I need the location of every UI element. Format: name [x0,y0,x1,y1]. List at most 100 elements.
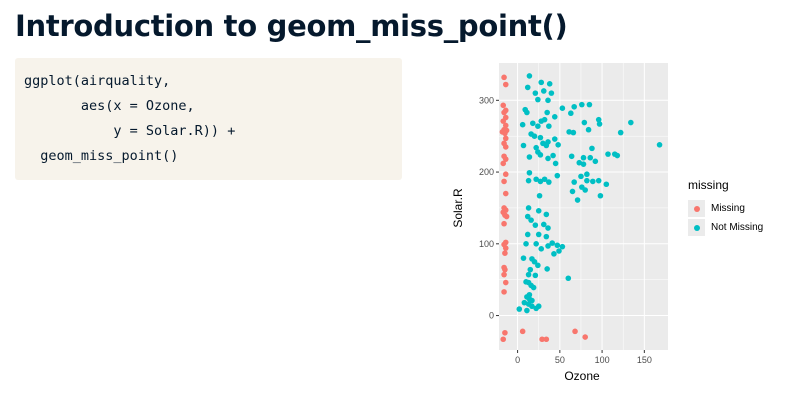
data-point-not-missing [543,142,550,149]
x-tick-label: 100 [595,355,610,365]
data-point-not-missing [535,262,541,269]
data-point-not-missing [554,242,561,249]
data-point-missing [501,271,507,278]
data-point-not-missing [546,81,553,87]
data-point-not-missing [568,110,574,117]
y-tick-label: 200 [479,167,494,177]
data-point-missing [539,336,545,343]
data-point-not-missing [538,118,545,124]
data-point-not-missing [540,221,547,228]
data-point-not-missing [535,231,542,238]
data-point-not-missing [546,123,552,129]
data-point-missing [502,266,508,273]
legend-dot [693,205,700,212]
data-point-not-missing [528,217,534,223]
data-point-not-missing [533,241,539,247]
legend-dot [693,224,700,231]
code-block: ggplot(airquality, aes(x = Ozone, y = So… [15,58,402,180]
legend-key [688,219,705,236]
data-point-not-missing [524,213,531,220]
data-point-missing [519,328,526,335]
y-tick-label: 300 [479,95,494,105]
data-point-missing [502,130,508,137]
data-point-missing [501,289,507,295]
legend-title: missing [688,178,729,192]
legend-item-missing: Missing [688,199,763,218]
y-tick-label: 100 [479,239,494,249]
data-point-not-missing [552,160,559,167]
data-point-not-missing [525,205,532,211]
data-point-not-missing [569,188,576,195]
data-point-missing [543,336,550,343]
data-point-not-missing [565,275,572,282]
data-point-not-missing [530,284,537,291]
data-point-not-missing [532,222,539,228]
data-point-not-missing [541,176,548,183]
data-point-not-missing [524,84,531,91]
data-point-not-missing [536,192,543,199]
data-point-not-missing [545,97,551,104]
data-point-not-missing [596,121,603,127]
data-point-not-missing [544,109,550,116]
data-point-not-missing [538,79,545,86]
data-point-not-missing [581,119,588,126]
data-point-not-missing [603,181,610,188]
y-tick-label: 0 [489,311,494,321]
code-line: ggplot(airquality, [24,73,171,89]
data-point-not-missing [595,177,602,184]
data-point-not-missing [551,136,558,142]
data-point-not-missing [538,246,545,252]
data-point-missing [502,190,509,197]
data-point-not-missing [605,151,611,157]
data-point-not-missing [533,144,539,151]
data-point-missing [501,74,507,81]
data-point-not-missing [580,154,587,161]
data-point-not-missing [526,169,533,176]
code-line: aes(x = Ozone, [24,98,195,114]
data-point-missing [501,220,507,227]
data-point-not-missing [530,120,536,127]
data-point-not-missing [559,243,566,250]
data-point-missing [502,245,509,251]
data-point-not-missing [543,233,550,240]
data-point-not-missing [571,179,577,185]
data-point-not-missing [531,133,538,139]
data-point-not-missing [550,152,556,159]
data-point-not-missing [537,152,544,158]
data-point-not-missing [543,211,550,218]
data-point-missing [500,336,507,343]
x-tick-label: 50 [555,355,565,365]
data-point-not-missing [551,114,558,120]
data-point-not-missing [520,142,527,149]
data-point-not-missing [537,134,544,141]
data-point-missing [502,171,509,178]
data-point-not-missing [526,73,533,79]
data-point-not-missing [533,176,539,183]
data-point-not-missing [529,303,535,310]
data-point-not-missing [537,178,544,185]
data-point-not-missing [571,103,577,110]
data-point-not-missing [568,153,575,160]
data-point-not-missing [535,96,541,103]
data-point-not-missing [617,129,624,136]
data-point-not-missing [520,255,527,261]
data-point-missing [502,156,509,162]
data-point-missing [500,102,507,109]
data-point-missing [502,144,509,150]
data-point-not-missing [580,161,587,167]
data-point-missing [501,109,507,116]
data-point-missing [500,160,507,167]
y-axis-label: Solar.R [451,188,465,228]
data-point-not-missing [524,109,530,116]
data-point-missing [502,122,509,129]
data-point-not-missing [595,116,602,123]
legend-key [688,200,705,217]
data-point-not-missing [519,121,526,128]
x-axis-label: Ozone [564,369,600,383]
data-point-not-missing [584,171,590,178]
data-point-missing [502,279,509,286]
data-point-not-missing [524,231,531,238]
data-point-not-missing [540,88,547,94]
data-point-not-missing [597,192,604,199]
data-point-not-missing [555,142,561,148]
